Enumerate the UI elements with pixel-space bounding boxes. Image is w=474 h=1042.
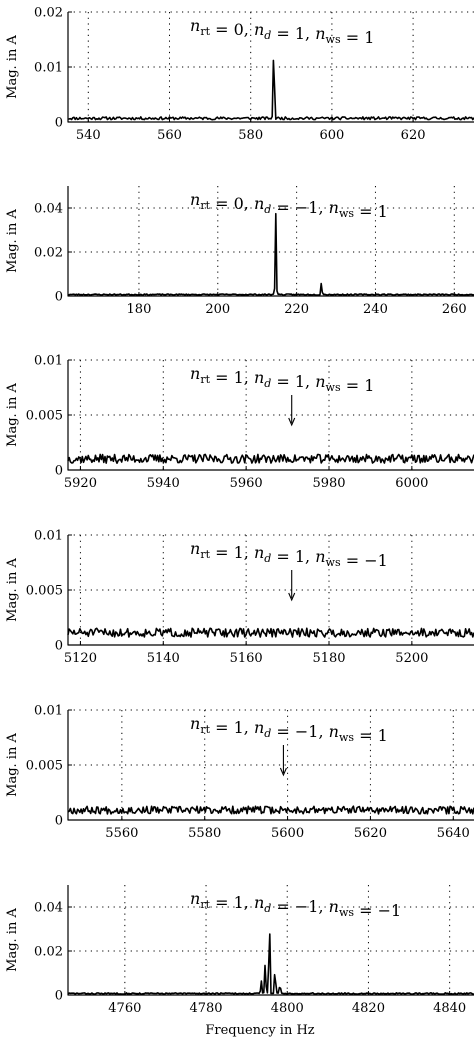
chart-panel-2: 180 200 220 240 260 0 0.02 0.04 Mag. in A nrt = 0… [5,186,474,317]
x-tick-label: 5120 [64,651,97,666]
x-tick-label: 620 [401,128,426,143]
annotation-label: nrt = 1, nd = −1, nws = 1 [190,714,388,745]
y-tick-label: 0.02 [34,6,63,21]
chart-panel-6: 4760 4780 4800 4820 4840 0 0.02 0.04 Mag. in A nr… [5,885,474,1016]
annotation-label: nrt = 1, nd = 1, nws = −1 [190,539,388,570]
arrow-head [279,767,287,777]
x-tick-label: 4760 [108,1001,141,1016]
y-tick-label: 0 [55,989,63,1004]
x-tick-label: 220 [284,302,309,317]
y-tick-label: 0.005 [26,409,63,424]
y-tick-label: 0.005 [26,759,63,774]
x-tick-label: 560 [157,128,182,143]
y-tick-label: 0.02 [34,246,63,261]
x-tick-label: 5560 [105,826,138,841]
x-tick-label: 240 [363,302,388,317]
y-axis-label: Mag. in A [5,908,20,972]
series-line [67,933,474,995]
annotation-label: nrt = 1, nd = 1, nws = 1 [190,364,374,395]
y-tick-label: 0.01 [34,61,63,76]
chart-panel-3: 5920 5940 5960 5980 6000 0 0.005 0.01 Mag. in A n… [5,354,474,491]
y-tick-label: 0 [55,290,63,305]
arrow-head [288,417,296,427]
series-line [67,212,474,296]
series-line [67,627,474,638]
x-tick-label: 5620 [354,826,387,841]
x-tick-label: 5140 [147,651,180,666]
x-tick-label: 5200 [395,651,428,666]
x-tick-label: 180 [127,302,152,317]
x-tick-label: 5640 [437,826,470,841]
chart-panel-5: 5560 5580 5600 5620 5640 0 0.005 0.01 Mag. in A n… [5,704,474,841]
x-tick-label: 5180 [312,651,345,666]
y-axis-label: Mag. in A [5,733,20,797]
x-tick-label: 4820 [352,1001,385,1016]
annotation-label: nrt = 0, nd = −1, nws = 1 [190,190,388,221]
x-tick-label: 600 [319,128,344,143]
arrow-head [288,592,296,602]
y-tick-label: 0.04 [34,901,63,916]
y-axis-label: Mag. in A [5,558,20,622]
x-tick-label: 4800 [271,1001,304,1016]
x-tick-label: 200 [205,302,230,317]
x-tick-label: 540 [76,128,101,143]
y-tick-label: 0 [55,464,63,479]
x-tick-label: 5940 [147,476,180,491]
x-tick-label: 5980 [312,476,345,491]
x-tick-label: 5580 [188,826,221,841]
x-tick-label: 5960 [230,476,263,491]
y-tick-label: 0.01 [34,529,63,544]
series-line [67,453,474,464]
y-tick-label: 0.005 [26,584,63,599]
x-tick-label: 5160 [230,651,263,666]
y-tick-label: 0 [55,116,63,131]
y-tick-label: 0 [55,639,63,654]
x-tick-label: 4840 [433,1001,466,1016]
x-axis-label: Frequency in Hz [205,1023,314,1038]
y-tick-label: 0.02 [34,945,63,960]
y-tick-label: 0 [55,814,63,829]
x-tick-label: 5920 [64,476,97,491]
chart-panel-1: 540 560 580 600 620 0 0.01 0.02 Mag. in A nrt = 0… [5,6,474,143]
y-axis-label: Mag. in A [5,383,20,447]
x-tick-label: 260 [442,302,467,317]
annotation-label: nrt = 0, nd = 1, nws = 1 [190,16,374,47]
y-axis-label: Mag. in A [5,209,20,273]
y-tick-label: 0.04 [34,202,63,217]
series-line [67,59,474,121]
y-tick-label: 0.01 [34,704,63,719]
chart-panel-4: 5120 5140 5160 5180 5200 0 0.005 0.01 Mag. in A n… [5,529,474,666]
x-tick-label: 580 [238,128,263,143]
x-tick-label: 5600 [271,826,304,841]
y-tick-label: 0.01 [34,354,63,369]
x-tick-label: 4780 [189,1001,222,1016]
series-line [67,805,474,815]
x-tick-label: 6000 [395,476,428,491]
annotation-label: nrt = 1, nd = −1, nws = −1 [190,889,401,920]
y-axis-label: Mag. in A [5,35,20,99]
